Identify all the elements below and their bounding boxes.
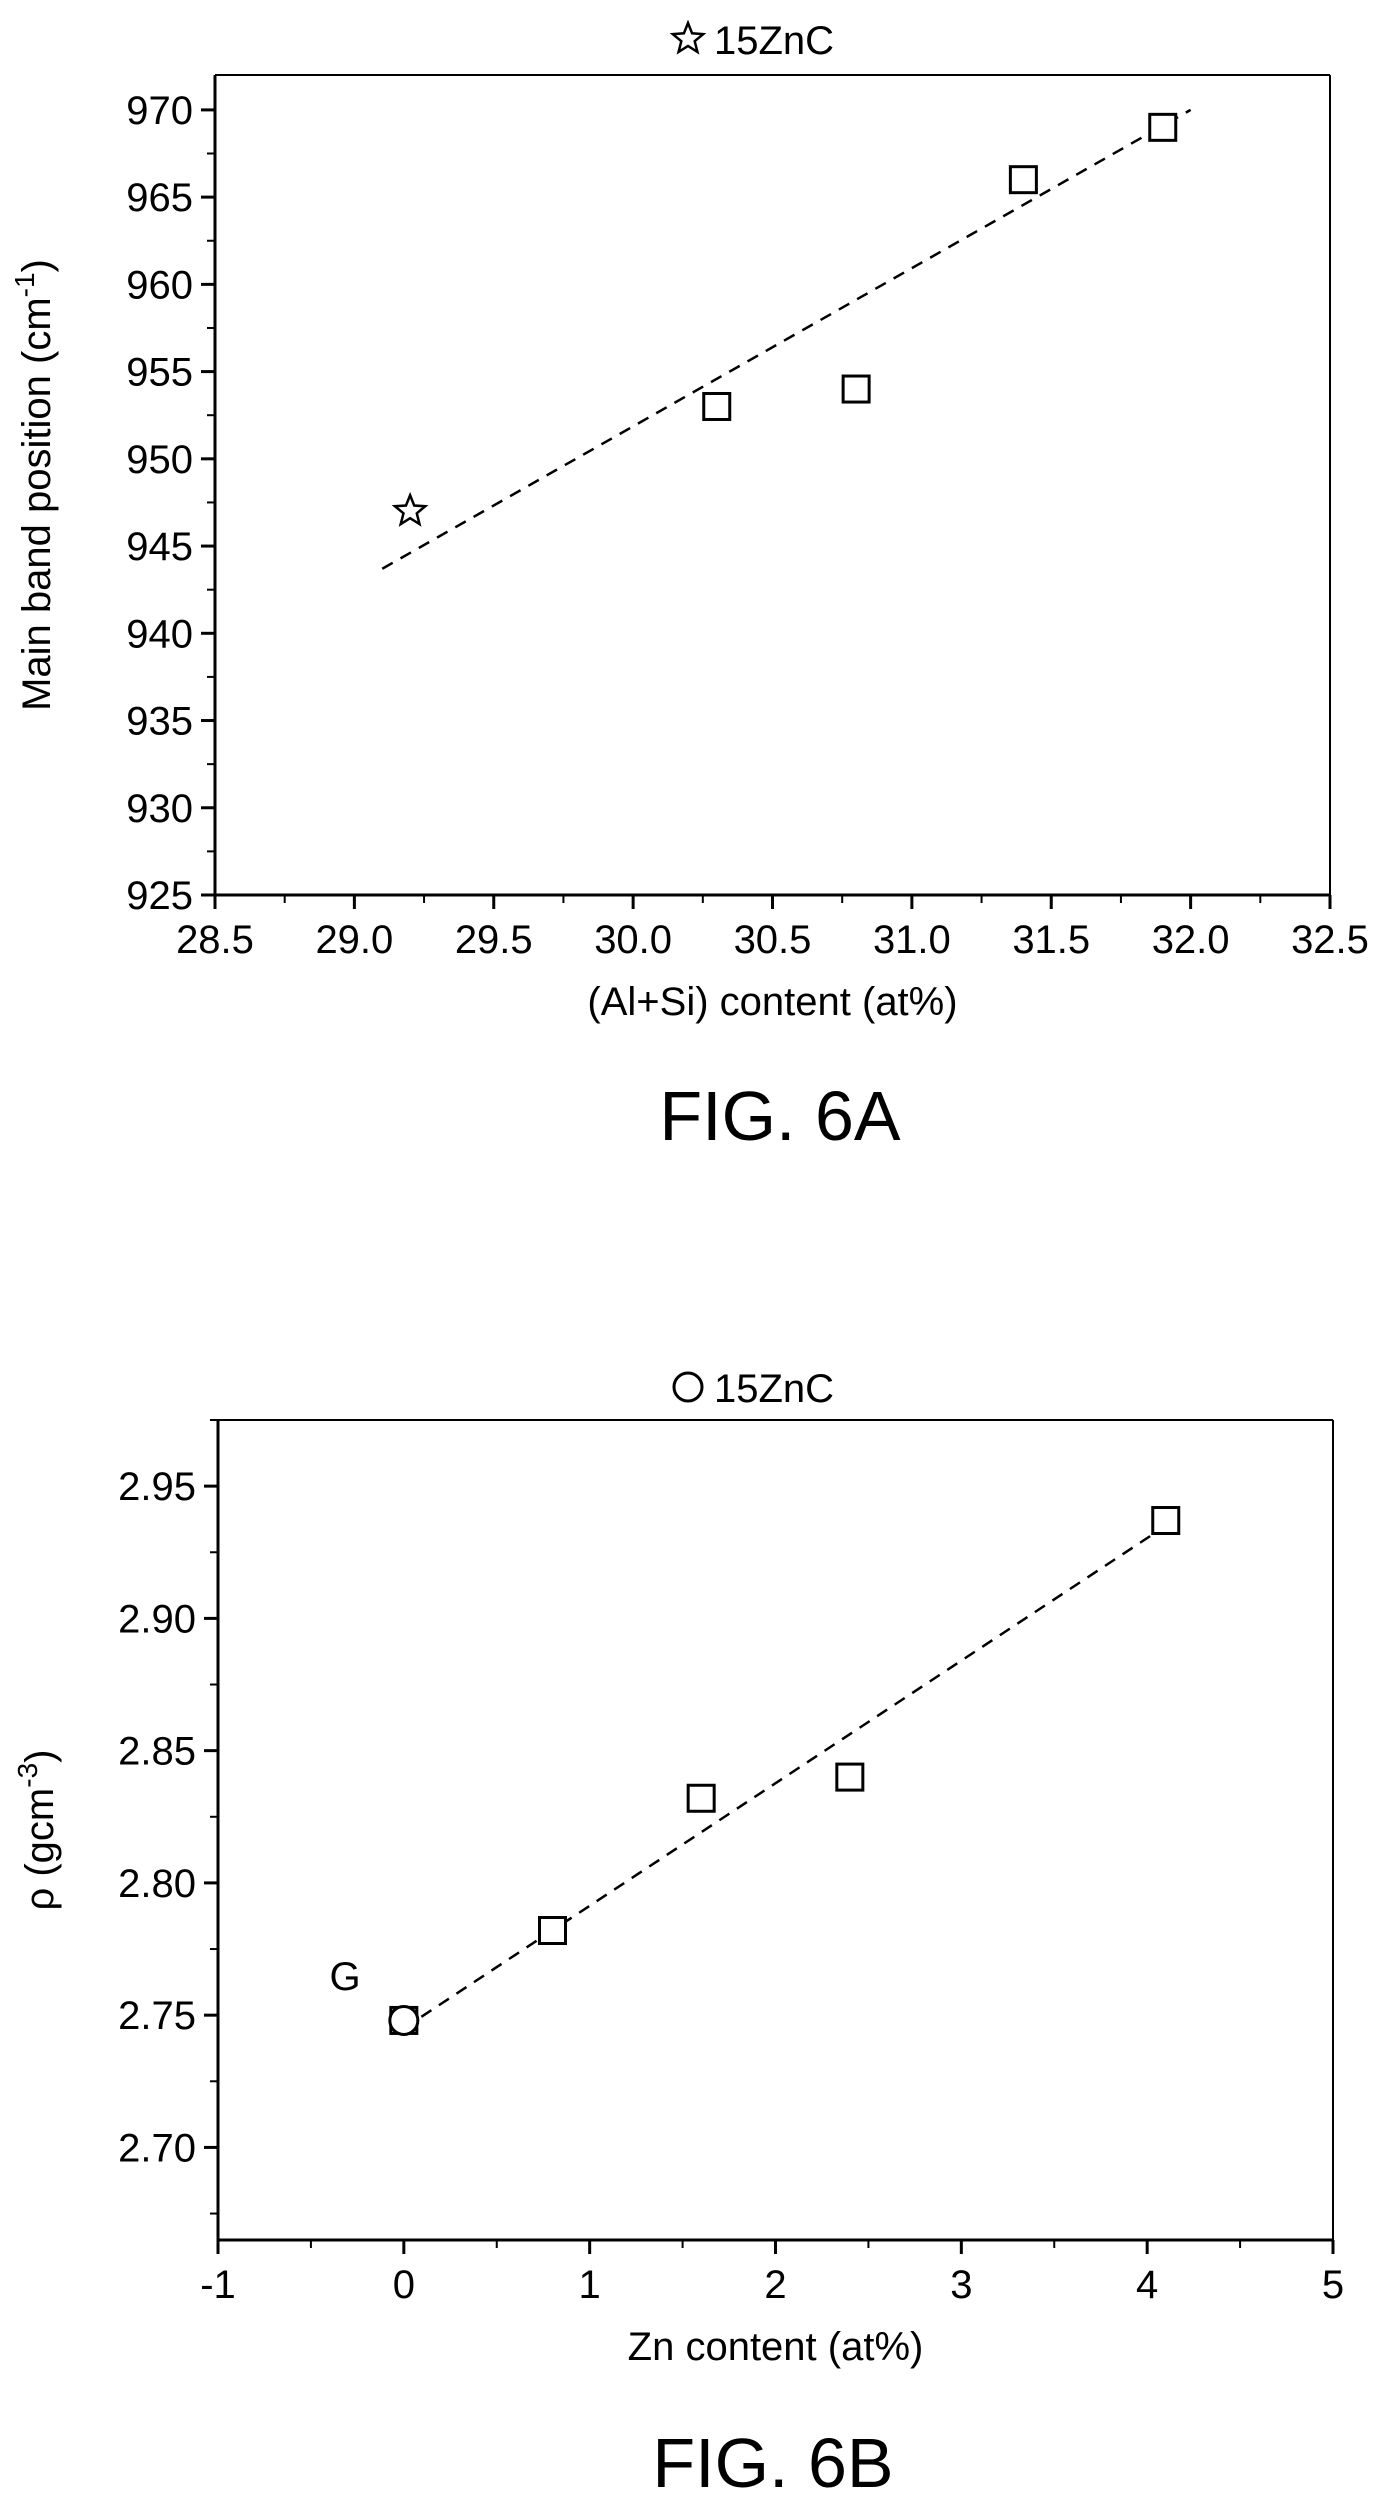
x-tick-label: 1 bbox=[579, 2263, 601, 2307]
y-tick-label: 965 bbox=[126, 176, 193, 220]
y-axis-label-close: ) bbox=[18, 1750, 62, 1763]
y-axis-label: ρ (gcm-3) bbox=[12, 1750, 62, 1911]
x-tick-label: 31.5 bbox=[1012, 918, 1090, 962]
x-tick-label: 30.5 bbox=[734, 918, 812, 962]
x-tick-label: -1 bbox=[200, 2263, 236, 2307]
y-axis-label-sup: -3 bbox=[12, 1763, 43, 1788]
data-point-square bbox=[841, 374, 871, 404]
data-point-square bbox=[686, 1783, 716, 1813]
x-tick-label: 32.5 bbox=[1291, 918, 1369, 962]
x-tick-label: 29.0 bbox=[315, 918, 393, 962]
y-tick-label: 935 bbox=[126, 700, 193, 744]
x-tick-label: 0 bbox=[393, 2263, 415, 2307]
y-tick-label: 2.80 bbox=[118, 1862, 196, 1906]
y-tick-label: 950 bbox=[126, 438, 193, 482]
y-tick-label: 940 bbox=[126, 612, 193, 656]
fit-line bbox=[381, 108, 1192, 570]
x-tick-label: 29.5 bbox=[455, 918, 533, 962]
data-point-circle bbox=[388, 2004, 420, 2036]
y-tick-label: 2.95 bbox=[118, 1465, 196, 1509]
data-point-square bbox=[1148, 112, 1178, 142]
y-tick-label: 925 bbox=[126, 874, 193, 918]
x-tick-label: 4 bbox=[1136, 2263, 1158, 2307]
x-tick-label: 3 bbox=[950, 2263, 972, 2307]
x-tick-label: 32.0 bbox=[1152, 918, 1230, 962]
point-annotation: G bbox=[330, 1955, 361, 1999]
legend-label: 15ZnC bbox=[714, 1367, 834, 1411]
y-axis-label-close: ) bbox=[15, 259, 59, 272]
figure-caption: FIG. 6A bbox=[659, 1077, 900, 1155]
legend-marker-circle bbox=[672, 1371, 704, 1403]
legend-marker-star bbox=[669, 19, 707, 55]
x-tick-label: 31.0 bbox=[873, 918, 951, 962]
y-axis-label-sup: -1 bbox=[9, 272, 40, 297]
chart-fig-6b: -1 0 1 2 3 4 5 2.70 2.75 2.80 2.85 2.90 2.95 Zn conte… bbox=[12, 1367, 1344, 2502]
x-tick-label: 5 bbox=[1322, 2263, 1344, 2307]
y-tick-label: 2.75 bbox=[118, 1994, 196, 2038]
figure-caption: FIG. 6B bbox=[652, 2424, 893, 2502]
data-point-square bbox=[835, 1762, 865, 1792]
y-tick-label: 930 bbox=[126, 787, 193, 831]
chart-fig-6a: 28.5 29.0 29.5 30.0 30.5 31.0 31.5 32.0 32.5 925 9… bbox=[9, 19, 1369, 1155]
y-tick-label: 945 bbox=[126, 525, 193, 569]
data-point-star bbox=[391, 491, 429, 527]
x-tick-label: 30.0 bbox=[594, 918, 672, 962]
x-tick-label: 28.5 bbox=[176, 918, 254, 962]
data-point-square bbox=[702, 391, 732, 421]
data-point-square bbox=[1151, 1506, 1181, 1536]
y-tick-label: 2.70 bbox=[118, 2126, 196, 2170]
y-tick-label: 955 bbox=[126, 351, 193, 395]
x-axis-label: (Al+Si) content (at%) bbox=[587, 980, 957, 1024]
y-axis-label-main: Main band position (cm bbox=[15, 297, 59, 711]
y-tick-label: 970 bbox=[126, 89, 193, 133]
x-axis-label: Zn content (at%) bbox=[628, 2325, 924, 2369]
y-tick-label: 960 bbox=[126, 263, 193, 307]
y-tick-label: 2.90 bbox=[118, 1597, 196, 1641]
legend-label: 15ZnC bbox=[714, 19, 834, 63]
y-tick-label: 2.85 bbox=[118, 1730, 196, 1774]
y-axis-label-main: ρ (gcm bbox=[18, 1788, 62, 1911]
data-point-square bbox=[538, 1916, 567, 1946]
x-tick-label: 2 bbox=[764, 2263, 786, 2307]
y-axis-label: Main band position (cm-1) bbox=[9, 259, 59, 711]
fit-line bbox=[403, 1524, 1167, 2030]
data-point-square bbox=[1008, 165, 1038, 195]
